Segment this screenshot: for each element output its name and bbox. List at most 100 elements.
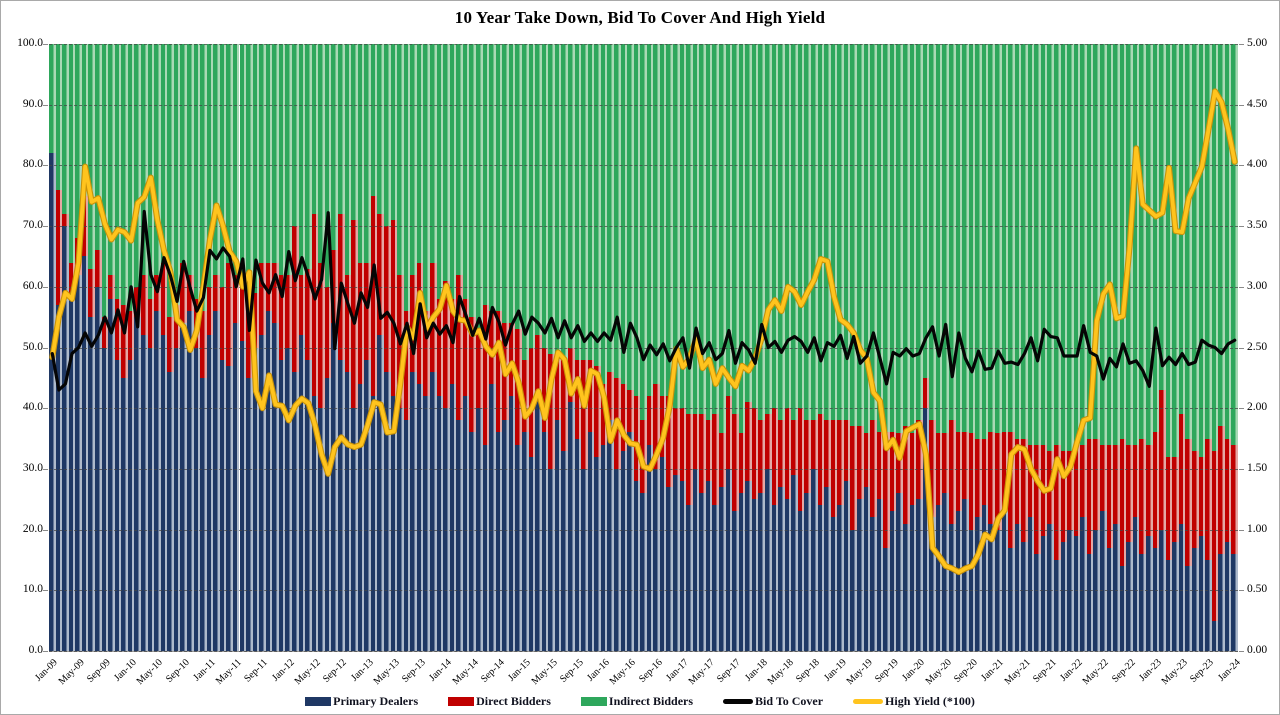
indirect-bidders-segment (600, 44, 608, 384)
indirect-bidders-segment (692, 44, 700, 415)
direct-bidders-segment (1152, 432, 1160, 548)
direct-bidders-segment (673, 408, 680, 475)
y-tick-right (1239, 44, 1244, 45)
primary-dealers-segment (719, 487, 726, 651)
y-tick-right (1239, 104, 1244, 106)
indirect-bidders-segment (344, 44, 352, 275)
direct-bidders-segment (200, 311, 207, 378)
stacked-bar (259, 44, 266, 651)
direct-bidders-segment (443, 280, 450, 409)
indirect-bidders-segment (121, 44, 128, 306)
indirect-bidders-segment (423, 44, 430, 312)
y-axis-label-right: 1.50 (1247, 461, 1268, 474)
indirect-bidders-segment (896, 44, 903, 433)
indirect-bidders-segment (594, 44, 601, 366)
primary-dealers-segment (705, 481, 713, 651)
direct-bidders-segment (719, 432, 726, 488)
primary-dealers-segment (114, 359, 122, 651)
primary-dealers-segment (1185, 566, 1192, 651)
indirect-bidders-segment (528, 44, 536, 348)
indirect-bidders-segment (981, 44, 989, 439)
indirect-bidders-segment (929, 44, 936, 421)
direct-bidders-segment (843, 420, 851, 482)
indirect-bidders-segment (226, 44, 233, 263)
stacked-bar (896, 44, 903, 651)
primary-dealers-segment (1211, 620, 1219, 651)
indirect-bidders-segment (548, 44, 555, 354)
stacked-bar (916, 44, 923, 651)
primary-dealers-segment (1106, 547, 1114, 651)
indirect-bidders-segment (719, 44, 726, 433)
stacked-bar (653, 44, 660, 651)
indirect-bidders-segment (147, 44, 155, 299)
primary-dealers-segment (127, 359, 135, 651)
y-axis-label-right: 2.50 (1247, 340, 1268, 353)
stacked-bar (114, 44, 122, 651)
stacked-bar (692, 44, 700, 651)
indirect-bidders-segment (1086, 44, 1094, 439)
primary-dealers-segment (75, 274, 82, 651)
primary-dealers-segment (134, 317, 141, 651)
stacked-bar (1034, 44, 1041, 651)
legend-swatch-high-yield-100- (853, 699, 884, 704)
stacked-bar (521, 44, 529, 651)
stacked-bar (948, 44, 956, 651)
direct-bidders-segment (272, 262, 279, 324)
direct-bidders-segment (305, 268, 312, 360)
direct-bidders-segment (1198, 456, 1206, 536)
primary-dealers-segment (265, 311, 273, 651)
direct-bidders-segment (1093, 438, 1101, 530)
direct-bidders-segment (1073, 444, 1081, 536)
y-axis-label-right: 1.00 (1247, 522, 1268, 535)
primary-dealers-segment (653, 468, 660, 651)
primary-dealers-segment (462, 396, 470, 651)
primary-dealers-segment (1047, 523, 1055, 651)
y-axis-label-left: 30.0 (22, 461, 43, 474)
direct-bidders-segment (981, 438, 989, 506)
indirect-bidders-segment (686, 44, 693, 415)
primary-dealers-segment (81, 256, 89, 651)
primary-dealers-segment (167, 371, 174, 651)
indirect-bidders-segment (200, 44, 207, 312)
y-axis-label-right: 3.50 (1247, 219, 1268, 232)
indirect-bidders-segment (837, 44, 844, 421)
primary-dealers-segment (515, 444, 522, 651)
indirect-bidders-segment (646, 44, 654, 397)
primary-dealers-segment (738, 493, 746, 651)
direct-bidders-segment (581, 359, 588, 469)
indirect-bidders-segment (469, 44, 476, 318)
direct-bidders-segment (758, 420, 766, 494)
direct-bidders-segment (666, 396, 674, 488)
direct-bidders-segment (699, 414, 706, 494)
primary-dealers-segment (331, 323, 339, 651)
primary-dealers-segment (495, 432, 503, 651)
indirect-bidders-segment (88, 44, 95, 269)
y-tick-right (1239, 651, 1244, 652)
stacked-bar (469, 44, 476, 651)
stacked-bar (627, 44, 634, 651)
indirect-bidders-segment (252, 44, 260, 293)
y-tick-right (1239, 468, 1244, 470)
direct-bidders-segment (902, 426, 910, 524)
stacked-bar (1014, 44, 1022, 651)
direct-bidders-segment (797, 408, 805, 512)
indirect-bidders-segment (449, 44, 457, 299)
indirect-bidders-segment (850, 44, 857, 427)
direct-bidders-segment (712, 414, 720, 506)
primary-dealers-segment (1001, 511, 1009, 651)
primary-dealers-segment (62, 226, 69, 651)
primary-dealers-segment (482, 444, 490, 651)
stacked-bar (101, 44, 109, 651)
primary-dealers-segment (948, 523, 956, 651)
legend-label: Bid To Cover (755, 694, 824, 708)
stacked-bar (1192, 44, 1199, 651)
primary-dealers-segment (837, 505, 844, 651)
primary-dealers-segment (173, 347, 181, 651)
direct-bidders-segment (535, 335, 542, 397)
indirect-bidders-segment (883, 44, 890, 433)
direct-bidders-segment (469, 317, 476, 433)
y-axis-label-left: 70.0 (22, 219, 43, 232)
stacked-bar (824, 44, 831, 651)
indirect-bidders-segment (1014, 44, 1022, 439)
direct-bidders-segment (1100, 444, 1107, 512)
